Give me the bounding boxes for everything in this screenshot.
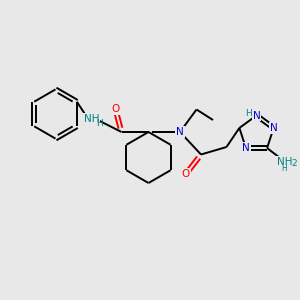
Text: N: N <box>176 127 184 137</box>
Text: O: O <box>182 169 190 179</box>
Text: H: H <box>281 164 287 173</box>
Text: N: N <box>253 110 260 121</box>
Text: 2: 2 <box>292 160 297 169</box>
Text: O: O <box>111 104 120 115</box>
Text: N: N <box>270 123 278 133</box>
Text: H: H <box>245 109 251 118</box>
Text: NH: NH <box>277 157 292 166</box>
Text: NH: NH <box>84 113 99 124</box>
Text: N: N <box>242 143 250 153</box>
Text: H: H <box>96 119 103 128</box>
